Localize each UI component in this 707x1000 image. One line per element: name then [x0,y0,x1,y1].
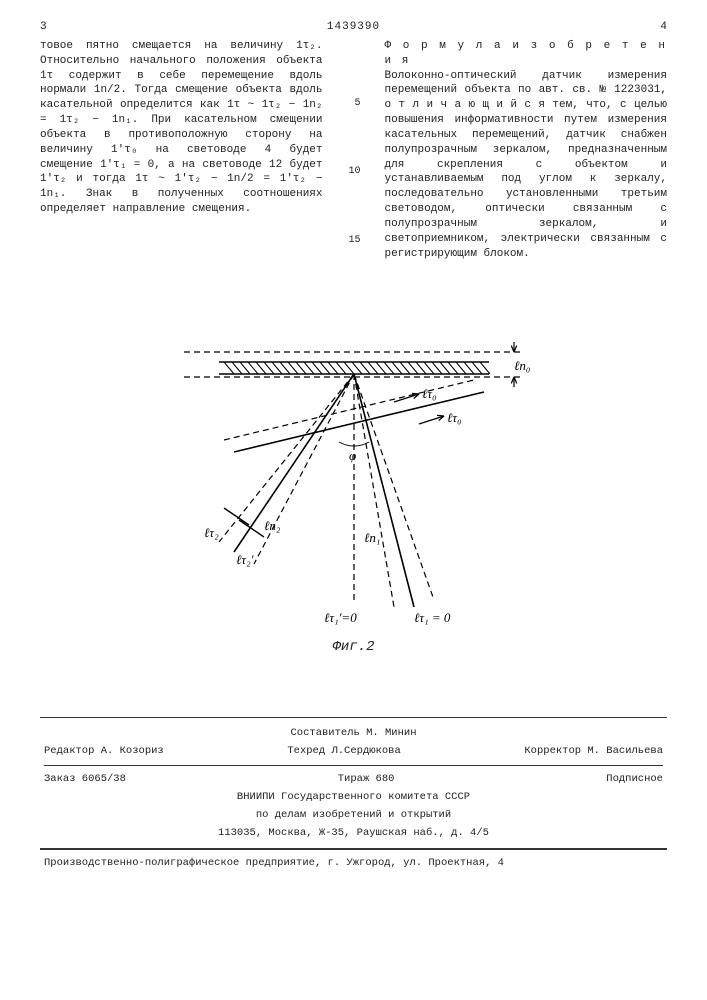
line-no: 5 [347,97,361,111]
figure-caption: Фиг.2 [40,638,667,657]
page-num-right: 4 [660,20,667,35]
org-address: 113035, Москва, Ж-35, Раушская наб., д. … [44,824,663,842]
figure-2: ℓn₀ ℓτ₀ ℓτ₀ φ ℓτ₂ ℓτ₂′ ℓn₂ ℓn₁ ℓτ₁′=0 ℓτ₁ = 0 Фиг… [40,332,667,657]
editor: Редактор А. Козориз [44,744,164,758]
page-header: 3 1439390 4 [40,20,667,35]
corrector: Корректор М. Васильева [524,744,663,758]
order-no: Заказ 6065/38 [44,772,126,786]
svg-text:ℓn₂: ℓn₂ [264,518,281,533]
compiler: Составитель М. Минин [44,724,663,742]
line-no: 10 [347,165,361,179]
svg-text:φ: φ [349,448,356,463]
printer-line: Производственно-полиграфическое предприя… [40,850,667,876]
left-text: товое пятно смещается на величину 1τ₂. О… [40,40,323,215]
figure-svg: ℓn₀ ℓτ₀ ℓτ₀ φ ℓτ₂ ℓτ₂′ ℓn₂ ℓn₁ ℓτ₁′=0 ℓτ₁ = 0 [164,332,544,632]
left-column: товое пятно смещается на величину 1τ₂. О… [40,39,323,303]
text-columns: товое пятно смещается на величину 1τ₂. О… [40,39,667,303]
svg-text:ℓτ₁ = 0: ℓτ₁ = 0 [414,610,451,625]
colophon: Составитель М. Минин Редактор А. Козориз… [40,717,667,849]
svg-text:ℓτ₂: ℓτ₂ [204,525,219,540]
line-no: 15 [347,234,361,248]
svg-text:ℓτ₁′=0: ℓτ₁′=0 [324,610,357,625]
svg-text:ℓn₀: ℓn₀ [514,358,530,373]
right-column: Ф о р м у л а и з о б р е т е н и я Воло… [385,39,668,303]
svg-text:ℓτ₂′: ℓτ₂′ [236,552,254,567]
org-line1: ВНИИПИ Государственного комитета СССР [44,788,663,806]
line-number-gutter: 5 10 15 [347,39,361,303]
svg-text:ℓn₁: ℓn₁ [364,530,380,545]
page-num-left: 3 [40,20,47,35]
org-line2: по делам изобретений и открытий [44,806,663,824]
svg-text:ℓτ₀: ℓτ₀ [422,386,437,401]
right-text: Волоконно-оптический датчик измерения пе… [385,70,668,260]
patent-page: 3 1439390 4 товое пятно смещается на вел… [0,0,707,1000]
podpisnoe: Подписное [606,772,663,786]
patent-number: 1439390 [47,20,661,35]
formula-title: Ф о р м у л а и з о б р е т е н и я [385,39,668,69]
tirazh: Тираж 680 [338,772,395,786]
tech-editor: Техред Л.Сердюкова [287,744,400,758]
svg-text:ℓτ₀: ℓτ₀ [447,410,462,425]
